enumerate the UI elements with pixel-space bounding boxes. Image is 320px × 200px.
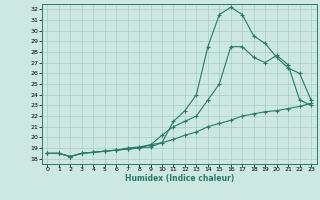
- X-axis label: Humidex (Indice chaleur): Humidex (Indice chaleur): [124, 174, 234, 183]
